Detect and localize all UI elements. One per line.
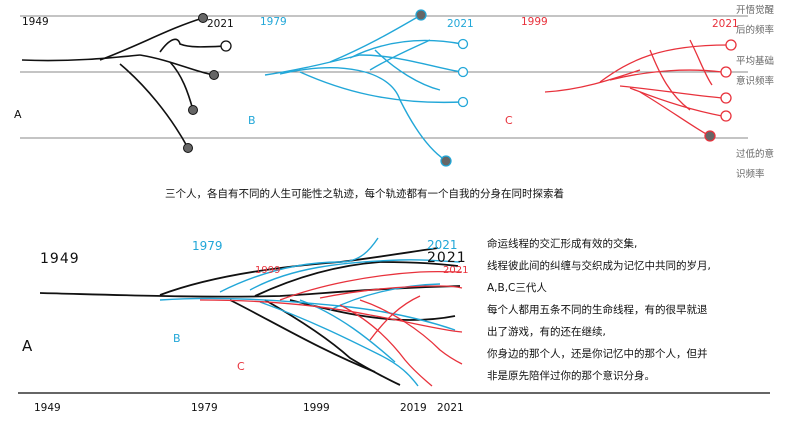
black-up-2 [254,261,459,297]
black-bottom [229,299,376,373]
red-main [199,299,463,333]
blue-up-2 [249,259,461,291]
panel-c-end-year: 2021 [712,18,739,30]
bottom-blue-year: 1979 [192,239,223,253]
c-trunk [544,69,641,93]
b-branch-5 [279,67,446,161]
bottom-letter-b: B [173,332,181,345]
panel-c-start-year: 1999 [521,16,548,28]
b-end-bottom [440,155,452,167]
merged-red-threads [199,270,463,387]
b-branch-2 [349,39,463,59]
level-average-label: 平均基础 意识频率 [736,56,775,87]
panel-c-branches [544,39,729,136]
a-end-top [198,13,208,23]
level-high-label: 开悟觉醒 后的频率 [736,5,775,36]
c-end-5 [704,130,716,142]
red-low-1 [339,304,433,387]
c-cross-1 [649,49,691,111]
bottom-letter-a: A [22,337,33,355]
bottom-letter-c: C [237,360,245,373]
a-branch-mid [139,54,214,76]
c-branch-4 [629,87,723,117]
top-caption: 三个人，各自有不同的人生可能性之轨迹，每个轨迹都有一个自我的分身在同时探索着 [165,188,564,200]
a-branch-top [99,17,204,61]
c-end-3 [720,92,732,104]
panel-b-letter: B [248,114,256,127]
c-cross-2 [689,39,713,86]
red-cross [369,295,421,341]
c-branch-5 [639,91,709,136]
a-end-low [188,105,198,115]
axis-year-1979: 1979 [191,402,218,414]
b-end-top [415,9,427,21]
panel-a-start-year: 1949 [22,16,49,28]
c-branch-2 [609,69,723,81]
panel-c-letter: C [505,114,513,127]
axis-year-1949: 1949 [34,402,61,414]
c-branch-1 [599,44,729,83]
b-cross-2 [374,49,441,91]
bottom-red-year: 1999 [255,265,281,276]
bottom-end-red: 2021 [443,265,469,276]
a-end-mid [209,70,219,80]
level-low-label: 过低的意 识频率 [736,149,775,180]
blue-main [159,297,456,331]
red-low-2 [359,299,463,365]
panel-a-end-year: 2021 [207,18,234,30]
b-branch-3 [359,54,463,73]
a-end-circle [220,40,232,52]
panel-b-end-year: 2021 [447,18,474,30]
b-end-3 [457,66,469,78]
a-branch-bottom [119,63,189,149]
b-cross-1 [369,39,431,71]
panel-a-letter: A [14,108,22,121]
bottom-end-blue: 2021 [427,238,458,252]
explanation-paragraph-1: 命运线程的交汇形成有效的交集, 线程彼此间的纠缠与交织成为记忆中共同的岁月, A… [487,238,711,294]
a-branch-circle [159,38,226,53]
c-end-4 [720,110,732,122]
blue-low-1 [259,301,419,387]
c-end-1 [725,39,737,51]
red-up-1 [279,270,463,301]
merged-blue-threads [159,237,461,387]
bottom-end-black: 2021 [427,250,467,266]
blue-low-2 [299,299,396,363]
b-end-2 [457,38,469,50]
blue-up-1 [219,237,379,293]
a-trunk [21,54,141,62]
b-branch-top [329,14,422,63]
panel-b-start-year: 1979 [260,16,287,28]
bottom-start-year: 1949 [40,251,80,267]
black-up-1 [159,247,439,296]
axis-year-2021: 2021 [437,402,464,414]
c-end-2 [720,66,732,78]
explanation-paragraph-2: 每个人都用五条不同的生命线程，有的很早就退 出了游戏，有的还在继续, 你身边的那… [487,304,708,382]
axis-year-2019: 2019 [400,402,427,414]
b-branch-4 [299,71,463,104]
panel-b-branches [264,14,463,161]
axis-year-1999: 1999 [303,402,330,414]
c-branch-3 [619,85,723,99]
red-up-2 [319,285,463,299]
a-end-bottom [183,143,193,153]
b-end-4 [457,96,469,108]
panel-a-branches [21,17,226,149]
black-low [264,299,401,386]
